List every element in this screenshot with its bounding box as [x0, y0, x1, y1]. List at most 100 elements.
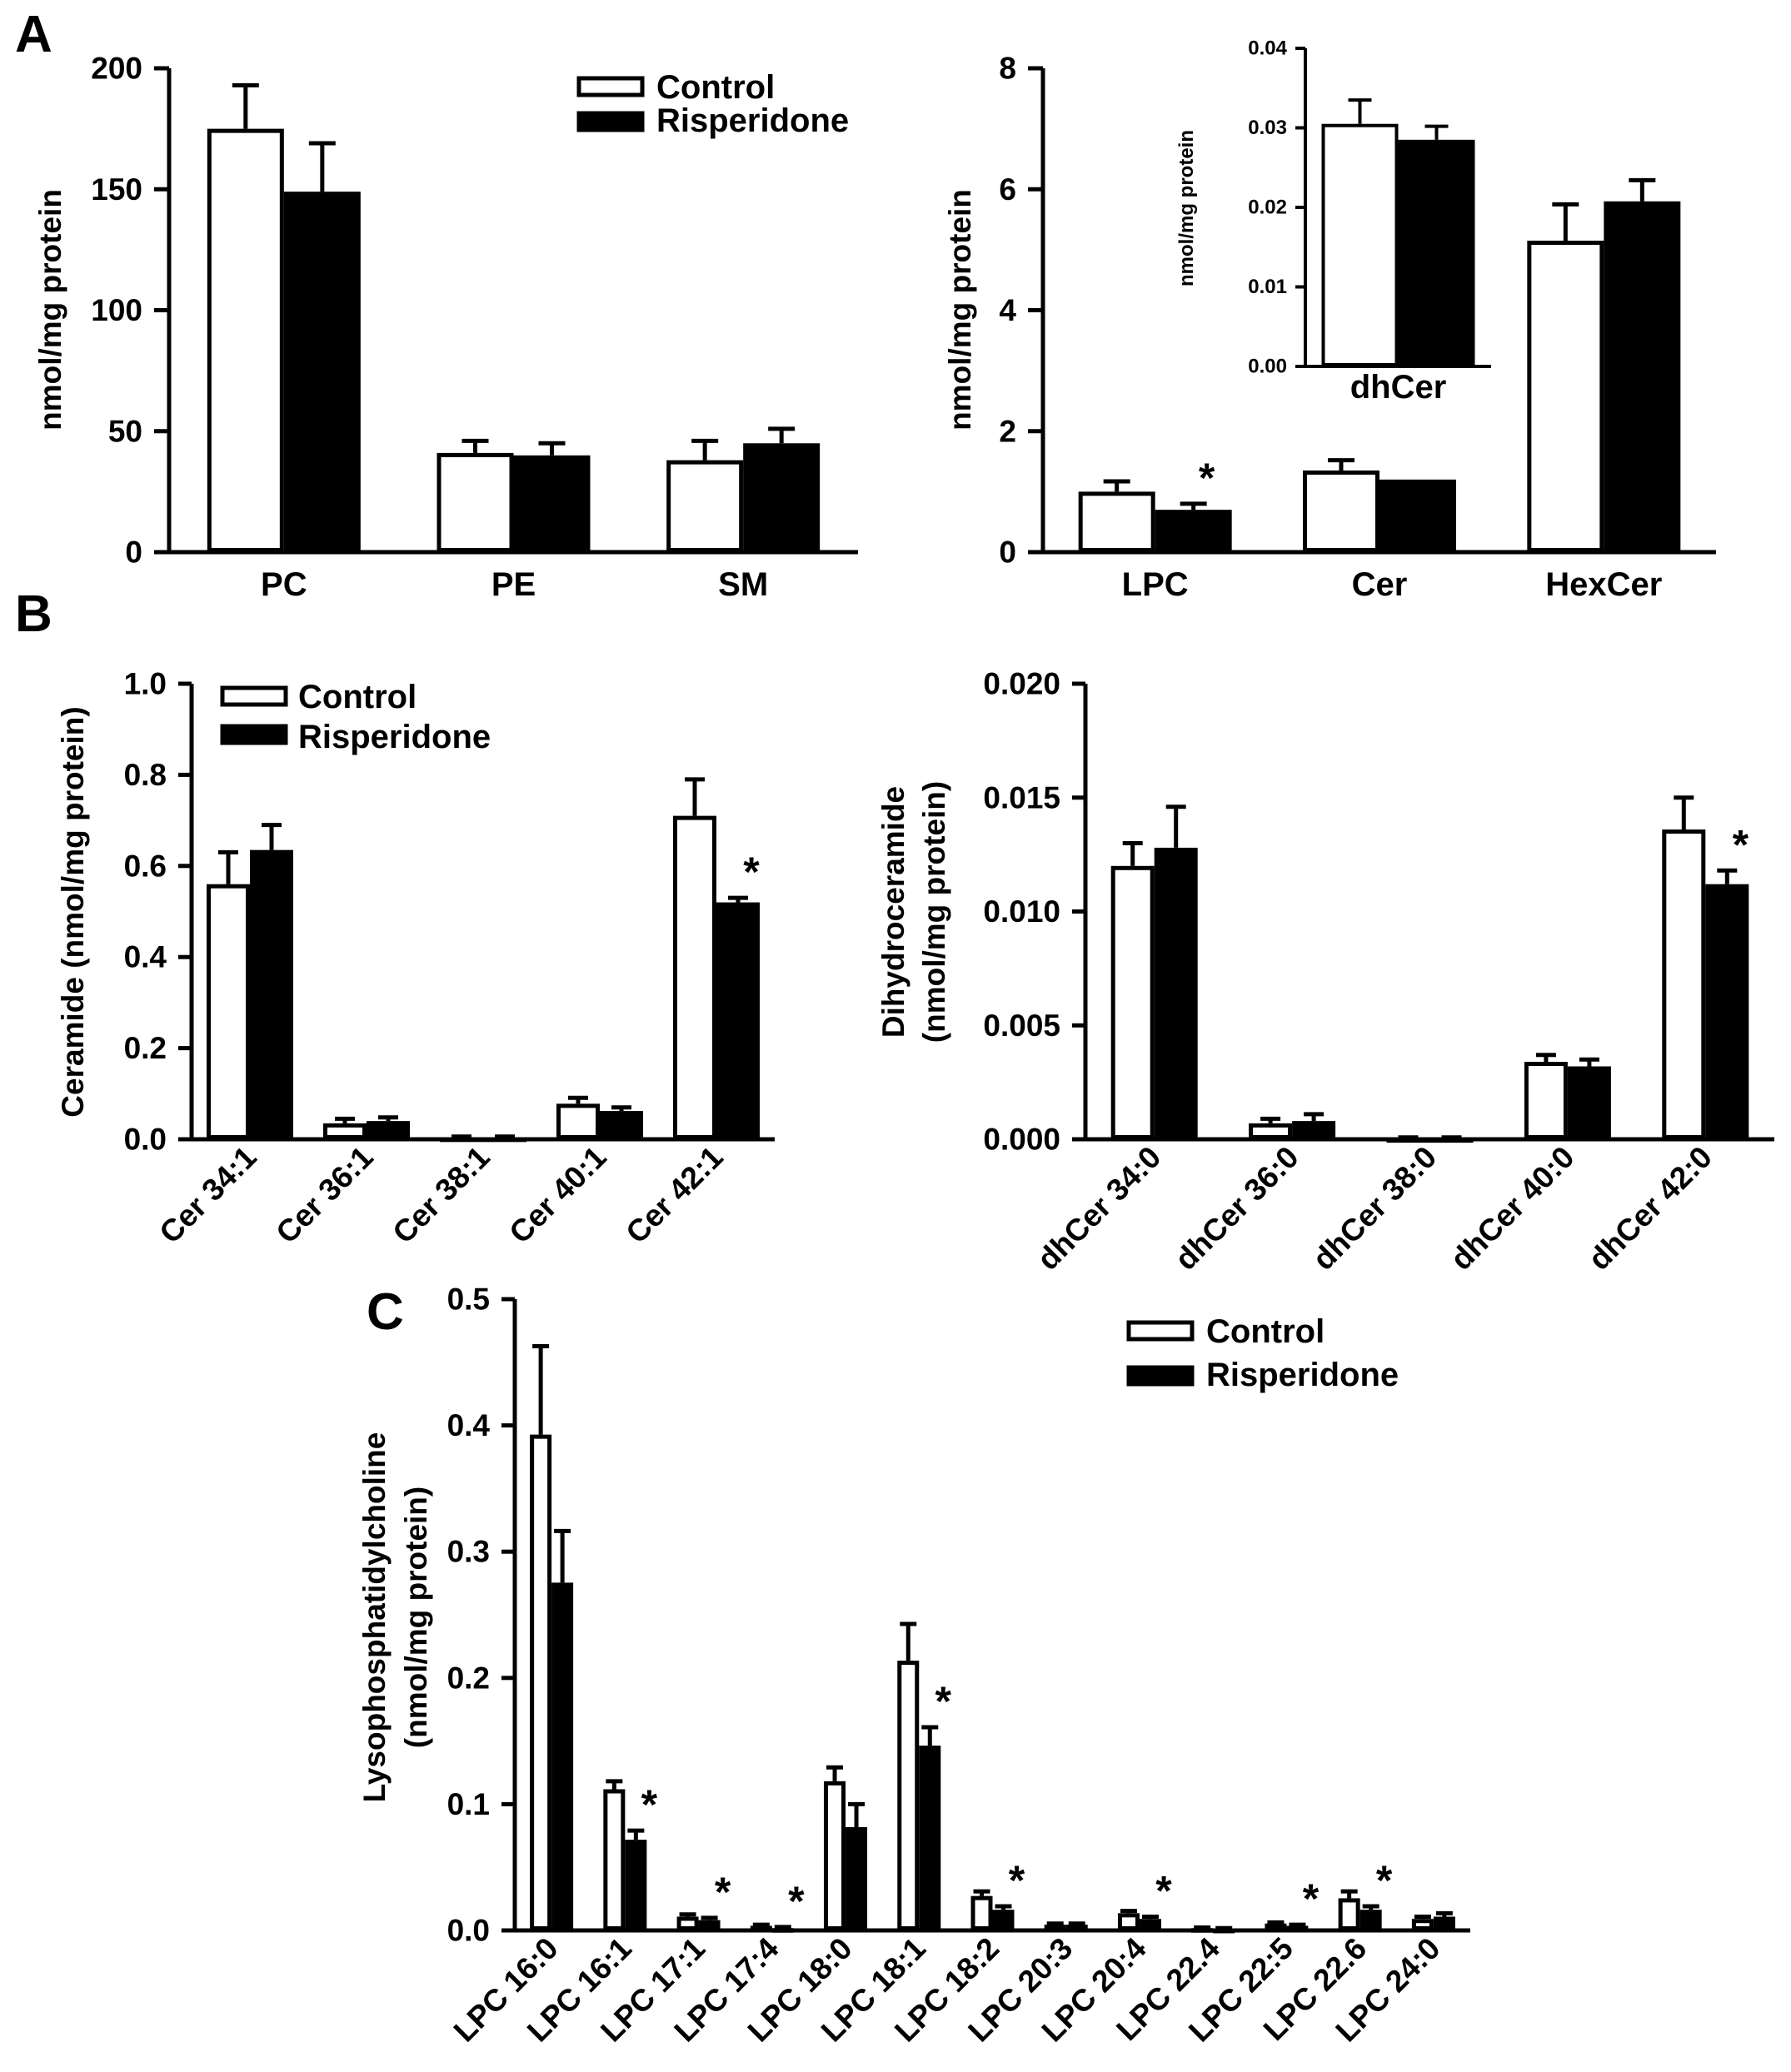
legend-b-control-swatch [220, 685, 288, 707]
legend-c: Control Risperidone [1126, 1313, 1399, 1393]
bar-control [676, 1916, 699, 1931]
bar-risperidone [1155, 510, 1232, 552]
bar-control [1249, 1123, 1293, 1139]
legend-c-control-swatch [1126, 1320, 1195, 1342]
charts: 0 50 100 150 200 nmol/mg protein PC PE SM 0 2 4 6 8 nm… [33, 37, 1774, 2049]
y-tick-label: 0.2 [124, 1031, 167, 1065]
bar-control [666, 460, 744, 552]
significance-star: * [935, 1678, 952, 1725]
y-tick-label: 50 [108, 414, 142, 448]
bar-risperidone [367, 1121, 410, 1139]
bar-control [1117, 1913, 1140, 1931]
significance-star: * [788, 1878, 805, 1925]
bar-risperidone [625, 1840, 647, 1930]
y-tick-label: 0.6 [124, 849, 167, 883]
bar-control [1386, 1138, 1430, 1143]
bar-control [1191, 1928, 1214, 1933]
y-tick-label: 0.5 [447, 1283, 490, 1317]
bar-control [1265, 1923, 1287, 1931]
bar-control [1078, 491, 1155, 552]
legend-a-control-swatch [576, 76, 645, 97]
y-tick-label: 100 [91, 293, 142, 327]
bar-risperidone [1359, 1910, 1382, 1930]
bar-risperidone [846, 1826, 868, 1930]
bar-risperidone [1604, 201, 1681, 552]
y-axis-title: Lysophosphatidylcholine [357, 1432, 392, 1803]
x-category-label: HexCer [1545, 566, 1662, 603]
legend-c-control-label: Control [1206, 1313, 1325, 1350]
significance-star: * [1376, 1857, 1393, 1904]
bar-risperidone [1398, 139, 1475, 366]
bar-risperidone [992, 1910, 1015, 1930]
y-axis-title: nmol/mg protein [1175, 130, 1198, 286]
bar-control [207, 884, 250, 1140]
y-axis-title: nmol/mg protein [33, 189, 67, 431]
panel-letter-c: C [367, 1283, 404, 1341]
y-tick-label: 0 [125, 535, 142, 570]
y-tick-label: 0.2 [447, 1661, 490, 1695]
y-tick-label: 0.005 [983, 1009, 1060, 1043]
y-tick-label: 0.000 [983, 1123, 1060, 1157]
bar-control [1338, 1898, 1360, 1930]
bar-risperidone [1705, 884, 1749, 1140]
y-tick-label: 0.04 [1248, 37, 1287, 60]
y-tick-label: 0.020 [983, 667, 1060, 701]
significance-star: * [1733, 821, 1749, 868]
bar-risperidone [1429, 1138, 1474, 1143]
y-tick-label: 6 [999, 172, 1016, 207]
x-category-label: dhCer [1350, 369, 1447, 406]
bar-control [1662, 829, 1706, 1139]
bar-control [1524, 1062, 1568, 1140]
bar-risperidone [919, 1746, 941, 1931]
y-tick-label: 4 [999, 293, 1016, 327]
y-axis-title-line2: (nmol/mg protein) [917, 781, 951, 1043]
bar-control [603, 1789, 626, 1930]
significance-star: * [715, 1869, 731, 1915]
x-category-label: SM [718, 566, 768, 603]
y-axis-title-line2: (nmol/mg protein) [399, 1487, 433, 1748]
significance-star: * [1303, 1875, 1320, 1922]
bar-risperidone [1154, 847, 1198, 1139]
y-tick-label: 0.4 [447, 1408, 491, 1442]
x-category-label: Cer [1352, 566, 1408, 603]
y-tick-label: 0.02 [1248, 197, 1287, 219]
bar-risperidone [600, 1111, 643, 1140]
bar-control [323, 1123, 367, 1139]
bar-risperidone [250, 849, 293, 1140]
panel-letter-b: B [15, 585, 52, 643]
bar-risperidone [1567, 1066, 1611, 1139]
y-tick-label: 0.010 [983, 894, 1060, 929]
bar-control [970, 1895, 993, 1930]
bar-control [1110, 865, 1155, 1140]
chart-a_left: 0 50 100 150 200 nmol/mg protein PC PE SM [33, 52, 858, 603]
bar-control [556, 1103, 600, 1139]
y-tick-label: 0.8 [124, 758, 167, 792]
y-tick-label: 0.4 [124, 940, 167, 974]
legend-c-risperidone-label: Risperidone [1206, 1357, 1399, 1393]
legend-b-control-label: Control [298, 679, 417, 715]
legend-a-risperidone-label: Risperidone [656, 102, 849, 139]
bar-control [437, 452, 514, 553]
legend-a-control-label: Control [656, 69, 775, 106]
significance-star: * [743, 849, 760, 895]
y-tick-label: 0.03 [1248, 117, 1287, 139]
bar-control [1321, 123, 1399, 366]
bar-control [440, 1137, 483, 1143]
y-tick-label: 0.015 [983, 780, 1060, 814]
y-tick-label: 0.00 [1248, 356, 1287, 378]
x-category-label: LPC [1122, 566, 1189, 603]
y-axis-title: nmol/mg protein [943, 189, 977, 431]
y-tick-label: 2 [999, 414, 1016, 448]
y-tick-label: 0.0 [447, 1914, 490, 1948]
bar-risperidone [1213, 1928, 1235, 1934]
bar-control [824, 1781, 846, 1931]
bar-control [1044, 1925, 1066, 1931]
y-axis-title: Dihydroceramide [876, 786, 910, 1038]
bar-risperidone [1286, 1925, 1309, 1931]
bar-control [1527, 240, 1604, 552]
significance-star: * [1199, 455, 1215, 501]
significance-star: * [1009, 1857, 1025, 1904]
y-tick-label: 0.1 [447, 1787, 490, 1821]
bar-control [530, 1434, 552, 1931]
